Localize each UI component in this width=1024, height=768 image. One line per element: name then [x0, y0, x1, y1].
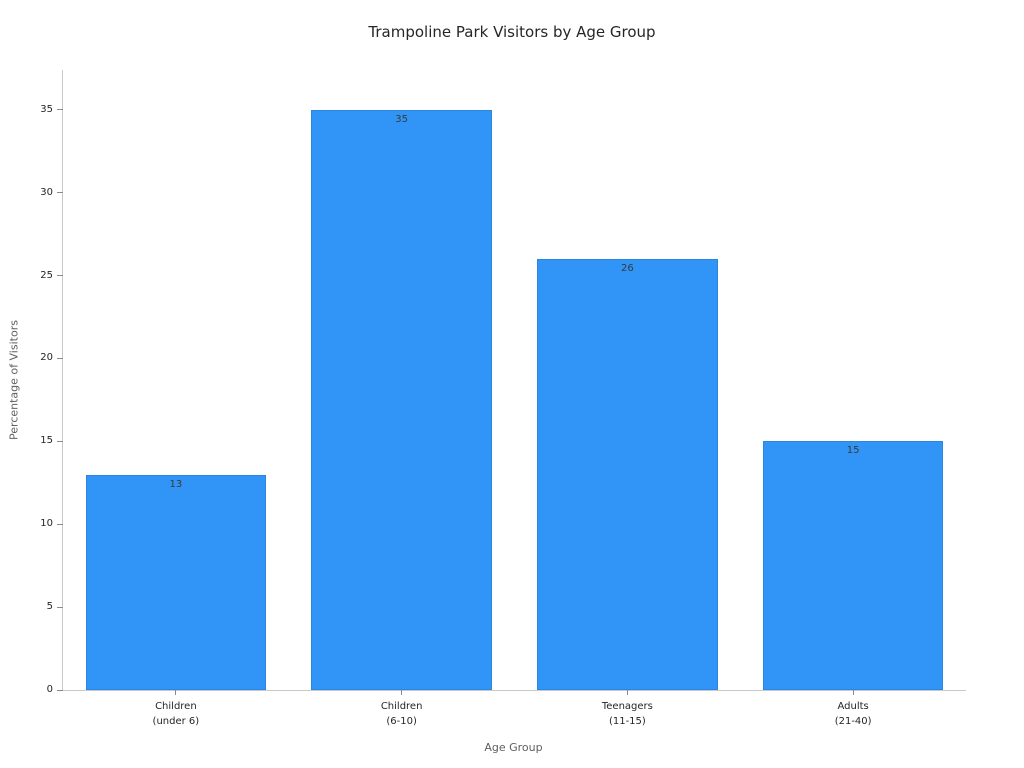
x-tick-mark	[401, 690, 403, 695]
y-tick-mark	[57, 275, 63, 277]
y-tick-mark	[57, 523, 63, 525]
y-axis-title: Percentage of Visitors	[7, 320, 21, 440]
y-tick-mark	[57, 440, 63, 442]
y-tick-mark	[57, 109, 63, 111]
y-tick-label: 20	[40, 352, 53, 364]
y-tick-label: 30	[40, 186, 53, 198]
y-tick-mark	[57, 357, 63, 359]
bar-value-label: 26	[621, 262, 634, 274]
bar-3: 26	[537, 258, 718, 690]
bar-value-label: 15	[846, 445, 860, 457]
y-tick-label: 25	[40, 269, 53, 281]
bar-value-label: 13	[169, 478, 183, 490]
bar-slot: 35 Children (6-10)	[289, 70, 515, 727]
x-axis-title: Age Group	[484, 741, 543, 754]
bar-2: 35	[311, 109, 492, 690]
y-tick-label: 0	[46, 684, 53, 695]
y-tick-label: 10	[40, 518, 53, 530]
x-tick-label: Children (6-10)	[380, 701, 423, 727]
x-tick-mark	[175, 690, 177, 695]
bar-1: 13	[85, 474, 267, 690]
x-tick-label: Teenagers (11-15)	[601, 701, 653, 727]
x-tick-mark	[626, 690, 628, 695]
x-tick-mark	[852, 690, 854, 695]
y-tick-mark	[57, 192, 63, 194]
bar-slot: 15 Adults (21-40)	[740, 70, 966, 727]
bar-4: 15	[762, 441, 944, 690]
plot-area: 13 Children (under 6) 35 Children (6-10) 26 Tee…	[40, 70, 966, 727]
chart-title: Trampoline Park Visitors by Age Group	[368, 23, 656, 41]
bars-container: 13 Children (under 6) 35 Children (6-10) 26 Tee…	[63, 70, 966, 727]
y-tick-mark	[57, 689, 63, 691]
bar-slot: 26 Teenagers (11-15)	[515, 70, 741, 727]
y-tick-label: 35	[40, 103, 53, 115]
y-tick-label: 15	[40, 435, 53, 447]
x-tick-label: Adults (21-40)	[834, 701, 872, 727]
bar-slot: 13 Children (under 6)	[63, 70, 289, 727]
bar-value-label: 35	[395, 113, 408, 125]
y-tick-label: 5	[46, 601, 53, 613]
y-tick-mark	[57, 606, 63, 608]
x-tick-label: Children (under 6)	[152, 701, 200, 727]
